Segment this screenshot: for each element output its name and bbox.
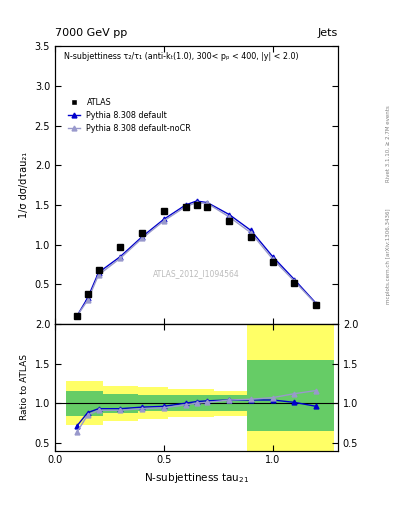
Pythia 8.308 default-noCR <box>194 200 199 206</box>
ATLAS <box>248 233 253 240</box>
Pythia 8.308 default <box>314 301 319 307</box>
Pythia 8.308 default-noCR <box>85 297 90 304</box>
Pythia 8.308 default <box>96 269 101 275</box>
Y-axis label: Ratio to ATLAS: Ratio to ATLAS <box>20 354 29 420</box>
Pythia 8.308 default-noCR <box>118 255 123 261</box>
Pythia 8.308 default-noCR <box>183 203 188 209</box>
Pythia 8.308 default <box>118 253 123 260</box>
ATLAS <box>292 280 297 286</box>
ATLAS <box>74 313 79 319</box>
Text: ATLAS_2012_I1094564: ATLAS_2012_I1094564 <box>153 270 240 279</box>
Pythia 8.308 default <box>74 313 79 319</box>
Pythia 8.308 default-noCR <box>205 200 210 206</box>
ATLAS <box>227 218 231 224</box>
Line: Pythia 8.308 default: Pythia 8.308 default <box>74 199 319 318</box>
ATLAS <box>140 230 145 236</box>
Pythia 8.308 default <box>183 202 188 208</box>
ATLAS <box>183 204 188 210</box>
Pythia 8.308 default <box>248 227 253 233</box>
Pythia 8.308 default-noCR <box>74 313 79 319</box>
Text: N-subjettiness τ₂/τ₁ (anti-kₜ(1.0), 300< pₚ < 400, |y| < 2.0): N-subjettiness τ₂/τ₁ (anti-kₜ(1.0), 300<… <box>64 52 298 60</box>
ATLAS <box>96 267 101 273</box>
Pythia 8.308 default-noCR <box>140 236 145 242</box>
ATLAS <box>205 203 210 209</box>
Text: 7000 GeV pp: 7000 GeV pp <box>55 28 127 38</box>
ATLAS <box>85 291 90 297</box>
Pythia 8.308 default-noCR <box>162 218 166 224</box>
X-axis label: N-subjettiness tau$_{\mathregular{21}}$: N-subjettiness tau$_{\mathregular{21}}$ <box>144 471 249 485</box>
Text: mcplots.cern.ch [arXiv:1306.3436]: mcplots.cern.ch [arXiv:1306.3436] <box>386 208 391 304</box>
ATLAS <box>270 259 275 265</box>
Pythia 8.308 default <box>292 276 297 283</box>
Pythia 8.308 default <box>205 200 210 206</box>
Pythia 8.308 default-noCR <box>270 256 275 262</box>
ATLAS <box>314 302 319 308</box>
Pythia 8.308 default-noCR <box>96 272 101 278</box>
ATLAS <box>162 208 166 215</box>
Text: Rivet 3.1.10, ≥ 2.7M events: Rivet 3.1.10, ≥ 2.7M events <box>386 105 391 182</box>
ATLAS <box>194 202 199 208</box>
Y-axis label: 1/σ dσ/dτau₂₁: 1/σ dσ/dτau₂₁ <box>19 152 29 218</box>
Pythia 8.308 default-noCR <box>227 214 231 220</box>
Pythia 8.308 default <box>227 211 231 218</box>
Pythia 8.308 default <box>162 216 166 222</box>
Pythia 8.308 default <box>85 295 90 301</box>
Legend: ATLAS, Pythia 8.308 default, Pythia 8.308 default-noCR: ATLAS, Pythia 8.308 default, Pythia 8.30… <box>65 95 195 136</box>
Pythia 8.308 default <box>194 198 199 204</box>
Pythia 8.308 default <box>140 233 145 240</box>
Line: Pythia 8.308 default-noCR: Pythia 8.308 default-noCR <box>74 200 319 318</box>
ATLAS <box>118 244 123 250</box>
Pythia 8.308 default-noCR <box>248 230 253 236</box>
Text: Jets: Jets <box>318 28 338 38</box>
Pythia 8.308 default-noCR <box>314 301 319 307</box>
Pythia 8.308 default-noCR <box>292 278 297 284</box>
Pythia 8.308 default <box>270 253 275 260</box>
Line: ATLAS: ATLAS <box>73 202 320 319</box>
